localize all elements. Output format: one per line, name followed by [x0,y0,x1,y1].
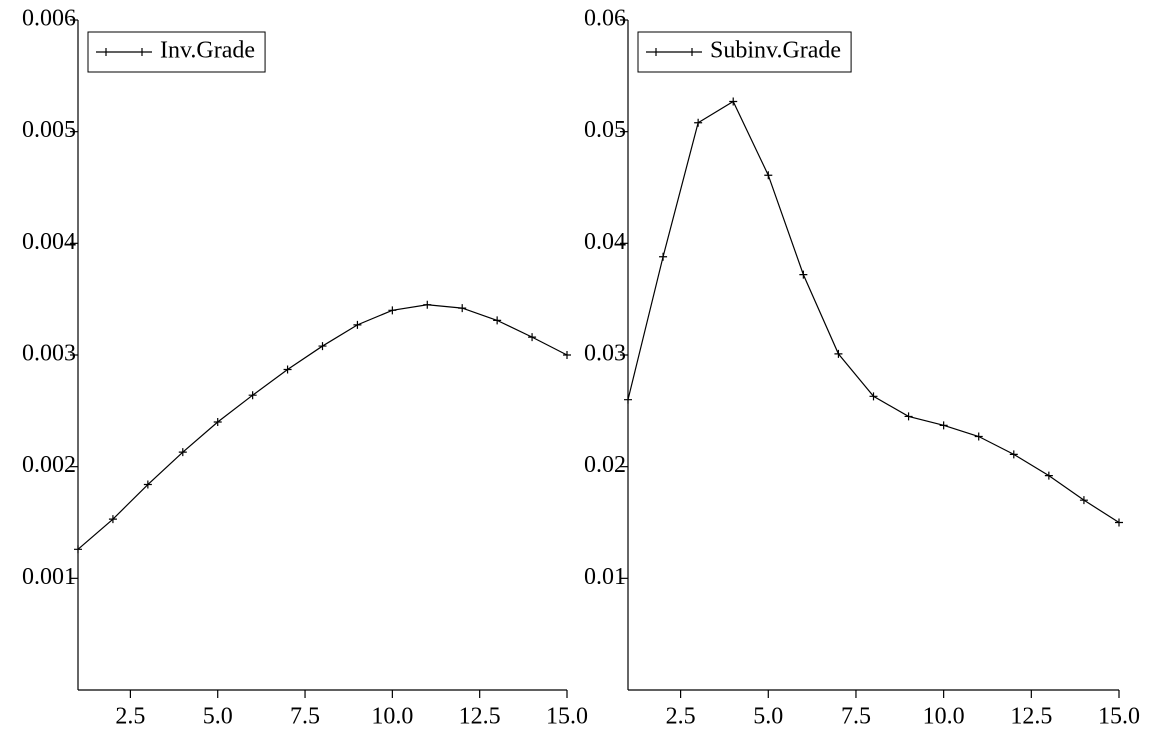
y-tick-label: 0.02 [584,452,626,478]
marker [493,316,502,325]
marker [729,97,738,106]
marker [834,349,843,358]
y-tick-label: 0.03 [584,341,626,367]
y-tick-label: 0.06 [584,6,626,32]
marker [869,392,878,401]
y-tick-label: 0.001 [22,564,76,590]
x-tick-label: 5.0 [203,704,233,730]
marker [563,351,571,359]
marker [939,421,948,430]
series-line [77,304,568,550]
series-line [627,100,1120,524]
x-tick-label: 12.5 [1010,704,1052,730]
marker [283,365,292,374]
marker [1044,471,1053,480]
x-tick-label: 10.0 [923,704,965,730]
y-tick-label: 0.002 [22,452,76,478]
x-tick-label: 2.5 [666,704,696,730]
marker [318,342,327,351]
y-tick-label: 0.003 [22,341,76,367]
marker [624,395,632,404]
legend-line [96,48,152,56]
marker [74,545,82,554]
marker [458,304,467,313]
marker [353,320,362,329]
marker [248,391,257,400]
marker [178,448,187,457]
marker [904,412,913,421]
marker [1115,518,1123,527]
x-tick-label: 12.5 [459,704,501,730]
x-tick-label: 2.5 [115,704,145,730]
legend-line [646,48,702,56]
marker [764,171,773,180]
marker [974,432,983,441]
y-tick-label: 0.005 [22,117,76,143]
x-tick-label: 10.0 [371,704,413,730]
y-tick-label: 0.01 [584,564,626,590]
legend-label: Inv.Grade [160,38,255,64]
x-tick-label: 15.0 [546,704,588,730]
marker [143,480,152,489]
y-tick-label: 0.04 [584,229,626,255]
marker [388,306,397,315]
marker [694,118,703,127]
legend-label: Subinv.Grade [710,38,841,64]
marker [213,418,222,426]
marker [659,252,668,261]
y-tick-label: 0.004 [22,229,76,255]
marker [1009,450,1018,459]
x-tick-label: 7.5 [290,704,320,730]
x-tick-label: 7.5 [841,704,871,730]
y-tick-label: 0.05 [584,117,626,143]
marker [423,300,432,309]
marker [1079,496,1088,505]
y-tick-label: 0.006 [22,6,76,32]
x-tick-label: 5.0 [753,704,783,730]
marker [799,270,808,279]
marker [528,333,537,342]
x-tick-label: 15.0 [1098,704,1140,730]
marker [108,515,117,524]
